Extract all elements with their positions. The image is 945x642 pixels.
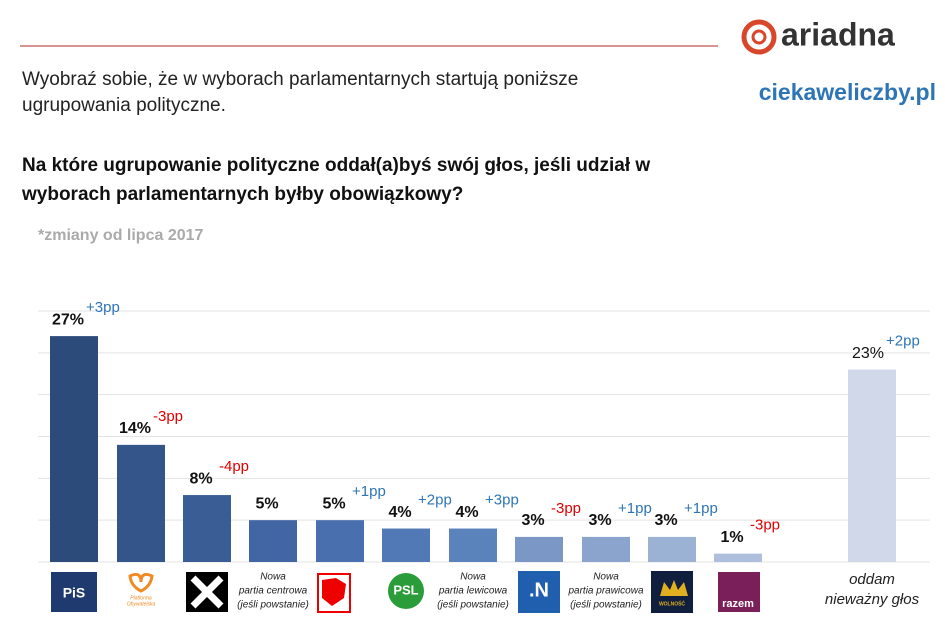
change-label: +2pp	[418, 492, 452, 509]
category-label: PiS	[63, 585, 86, 601]
change-label: -4pp	[219, 458, 249, 475]
category-label: (jeśli powstanie)	[570, 600, 642, 611]
logo-sld-map	[322, 578, 346, 606]
logo-psl	[388, 573, 424, 609]
bar	[316, 520, 364, 562]
bar	[648, 536, 696, 562]
value-label: 8%	[189, 470, 212, 487]
intro: Wyobraź sobie, że w wyborach parlamentar…	[22, 69, 578, 90]
question: Na które ugrupowanie polityczne oddał(a)…	[22, 155, 650, 176]
change-label: -3pp	[153, 408, 183, 425]
category-label: nieważny głos	[825, 591, 920, 608]
bar	[515, 536, 563, 562]
category-label: Platforma	[130, 595, 152, 601]
logo-n	[518, 571, 560, 613]
category-label: (jeśli powstanie)	[237, 600, 309, 611]
change-label: +1pp	[352, 483, 386, 500]
category-label: Obywatelska	[127, 601, 156, 607]
category-label: Nowa	[593, 572, 619, 583]
value-label: 1%	[720, 529, 743, 546]
change-label: -3pp	[750, 517, 780, 534]
category-label: partia prawicowa	[567, 586, 643, 597]
bar	[382, 528, 430, 562]
value-label: 3%	[521, 512, 544, 529]
intro: ugrupowania polityczne.	[22, 95, 226, 116]
category-label: WOLNOŚĆ	[659, 599, 685, 607]
change-label: +3pp	[86, 299, 120, 316]
logo-razem	[718, 572, 760, 612]
value-label: 4%	[455, 504, 478, 521]
value-label: 23%	[852, 345, 884, 362]
change-label: +1pp	[684, 500, 718, 517]
bar	[714, 553, 762, 562]
value-label: 5%	[322, 495, 345, 512]
category-label: .N	[529, 579, 549, 601]
logo-po	[128, 573, 154, 593]
value-label: 14%	[119, 420, 151, 437]
logo-wolnosc-crown	[660, 580, 688, 596]
site: ciekaweliczby.pl	[759, 79, 936, 105]
bar	[183, 495, 231, 562]
category-label: razem	[722, 598, 754, 610]
brand-logo: ariadna	[741, 16, 895, 55]
bar	[582, 536, 630, 562]
category-label: partia centrowa	[238, 586, 308, 597]
value-label: 27%	[52, 311, 84, 328]
value-label: 3%	[654, 512, 677, 529]
value-label: 4%	[388, 504, 411, 521]
category-label: oddam	[849, 571, 895, 588]
bar	[449, 528, 497, 562]
category-label: PSL	[393, 582, 418, 597]
change-label: +3pp	[485, 492, 519, 509]
bar	[249, 520, 297, 562]
bar	[50, 336, 98, 562]
question: wyborach parlamentarnych byłby obowiązko…	[21, 184, 463, 205]
change-label: +1pp	[618, 500, 652, 517]
bar	[848, 369, 896, 562]
category-label: Nowa	[460, 572, 486, 583]
value-label: 3%	[588, 512, 611, 529]
logo-kukiz-x	[190, 575, 224, 609]
category-label: Nowa	[260, 572, 286, 583]
change-label: -3pp	[551, 500, 581, 517]
value-label: 5%	[255, 495, 278, 512]
note: *zmiany od lipca 2017	[38, 227, 204, 244]
brand: ariadna	[781, 16, 895, 52]
category-label: (jeśli powstanie)	[437, 600, 509, 611]
logo-pis	[51, 572, 97, 612]
change-label: +2pp	[886, 333, 920, 350]
category-label: partia lewicowa	[438, 586, 508, 597]
bar	[117, 444, 165, 562]
